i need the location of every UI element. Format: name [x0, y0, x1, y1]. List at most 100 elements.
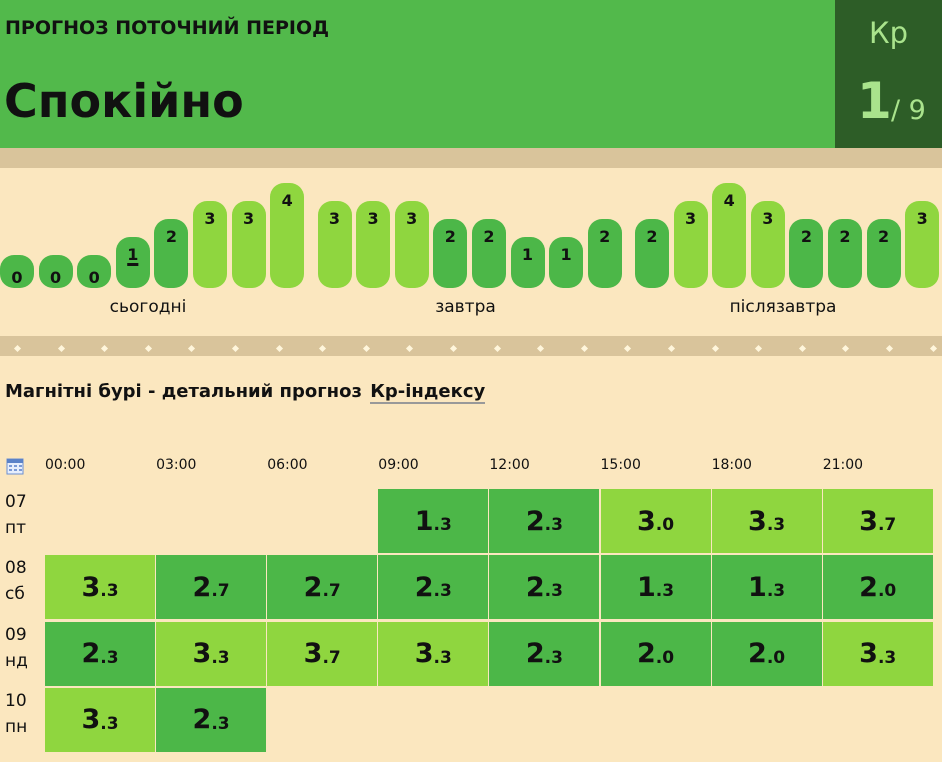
dot	[144, 344, 152, 353]
kp-bar: 2	[471, 219, 506, 288]
kp-cell: 2.7	[267, 555, 378, 620]
kp-cell: 2.3	[378, 555, 489, 620]
kp-bar-label: 2	[165, 227, 177, 246]
dot	[711, 344, 719, 353]
detail-link[interactable]: Кр-індексу	[370, 381, 486, 404]
dot	[493, 344, 501, 353]
kp-bar: 2	[587, 219, 622, 288]
kp-cell: 2.3	[489, 489, 600, 553]
time-label: 12:00	[489, 457, 530, 473]
dot	[929, 344, 937, 353]
header: ПРОГНОЗ ПОТОЧНИЙ ПЕРІОД Спокійно	[0, 0, 835, 148]
dot	[231, 344, 240, 353]
kp-bar-label: 3	[328, 209, 341, 228]
kp-bar: 0	[77, 255, 112, 288]
kp-cell: 2.3	[156, 687, 267, 752]
kp-bar: 1	[115, 237, 150, 288]
day-label: завтра	[435, 297, 496, 317]
time-label: 21:00	[822, 457, 864, 473]
dot	[842, 344, 850, 353]
kp-bar-label: 2	[646, 227, 658, 246]
calendar-icon[interactable]	[6, 457, 24, 475]
kp-bar: 2	[154, 219, 189, 288]
kp-cell: 2.0	[711, 621, 822, 686]
kp-bar-label: 3	[406, 209, 418, 228]
dot	[798, 344, 806, 353]
kp-bar-label: 1	[521, 245, 534, 264]
kp-cell: 3.3	[378, 621, 489, 686]
kp-bar: 3	[394, 201, 429, 288]
kp-box: Кр 1 / 9	[835, 0, 942, 148]
kp-bar: 2	[635, 219, 669, 288]
status: Спокійно	[4, 74, 244, 128]
kp-bar-label: 3	[204, 209, 216, 228]
kp-bar: 4	[712, 183, 747, 288]
kp-bar-label: 0	[88, 268, 100, 287]
kp-cell: 1.3	[711, 555, 822, 620]
dot	[13, 344, 22, 353]
divider	[0, 148, 942, 168]
kp-bar: 2	[433, 219, 468, 288]
kp-bar-label: 2	[878, 227, 890, 246]
row-date: 10	[5, 690, 27, 711]
kp-bar-label: 2	[444, 227, 456, 246]
dot	[406, 344, 414, 353]
row-weekday: сб	[5, 584, 25, 605]
kp-bar: 3	[356, 201, 391, 288]
kp-bar: 3	[231, 201, 266, 288]
kp-bar-label: 2	[599, 227, 611, 246]
kp-cell: 2.3	[489, 555, 600, 620]
dot	[362, 344, 370, 353]
kp-cell: 1.3	[378, 489, 489, 553]
row-weekday: нд	[5, 650, 28, 671]
day-label: сьогодні	[109, 297, 187, 317]
row-weekday: пн	[5, 716, 28, 737]
dot	[275, 344, 283, 353]
dot	[580, 344, 588, 353]
kp-cell: 2.7	[156, 555, 267, 620]
time-label: 18:00	[711, 457, 752, 473]
dot	[449, 344, 458, 353]
kp-cell: 1.3	[600, 555, 711, 620]
kp-bar-label: 3	[243, 209, 255, 228]
kp-bar-label: 3	[367, 209, 379, 228]
kp-bar-label: 2	[800, 227, 812, 246]
kp-cell: 3.3	[711, 489, 822, 553]
row-date: 09	[5, 624, 27, 645]
kp-bar: 0	[0, 255, 34, 288]
kp-bar: 3	[750, 201, 785, 288]
kp-cell: 3.3	[822, 621, 933, 686]
index-name: Кр	[869, 16, 908, 50]
dot	[101, 344, 109, 353]
kp-cell: 2.0	[600, 621, 711, 686]
kp-bar-label: 1	[560, 245, 572, 264]
kp-cell: 3.3	[45, 687, 155, 752]
kp-bar-label: 2	[483, 227, 495, 246]
row-date: 08	[5, 558, 27, 579]
kp-bar: 1	[510, 237, 545, 288]
dot	[755, 344, 763, 353]
current-kp: 1	[857, 72, 892, 130]
dot	[624, 344, 632, 353]
kp-bar-label: 3	[685, 209, 697, 228]
kp-cell: 3.7	[267, 621, 378, 686]
kp-bar: 2	[866, 219, 901, 288]
kp-cell: 3.7	[822, 489, 933, 553]
kp-cell: 3.3	[156, 621, 267, 686]
kp-bar-label: 4	[723, 191, 735, 210]
time-label: 00:00	[45, 457, 86, 473]
kp-bar: 2	[828, 219, 862, 288]
kp-bar-label: 1	[127, 245, 139, 264]
dot	[885, 344, 894, 353]
kp-bar-label: 0	[11, 268, 23, 287]
detail-heading: Магнітні бурі - детальний прогноз Кр-інд…	[5, 381, 486, 404]
row-weekday: пт	[5, 518, 27, 538]
header-label: ПРОГНОЗ ПОТОЧНИЙ ПЕРІОД	[5, 17, 330, 39]
kp-bar: 3	[193, 201, 227, 288]
kp-bar: 0	[38, 255, 73, 288]
kp-cell: 3.3	[45, 555, 155, 620]
kp-cell: 2.3	[489, 621, 600, 686]
kp-bar: 3	[317, 201, 352, 288]
kp-bar: 3	[905, 201, 940, 288]
